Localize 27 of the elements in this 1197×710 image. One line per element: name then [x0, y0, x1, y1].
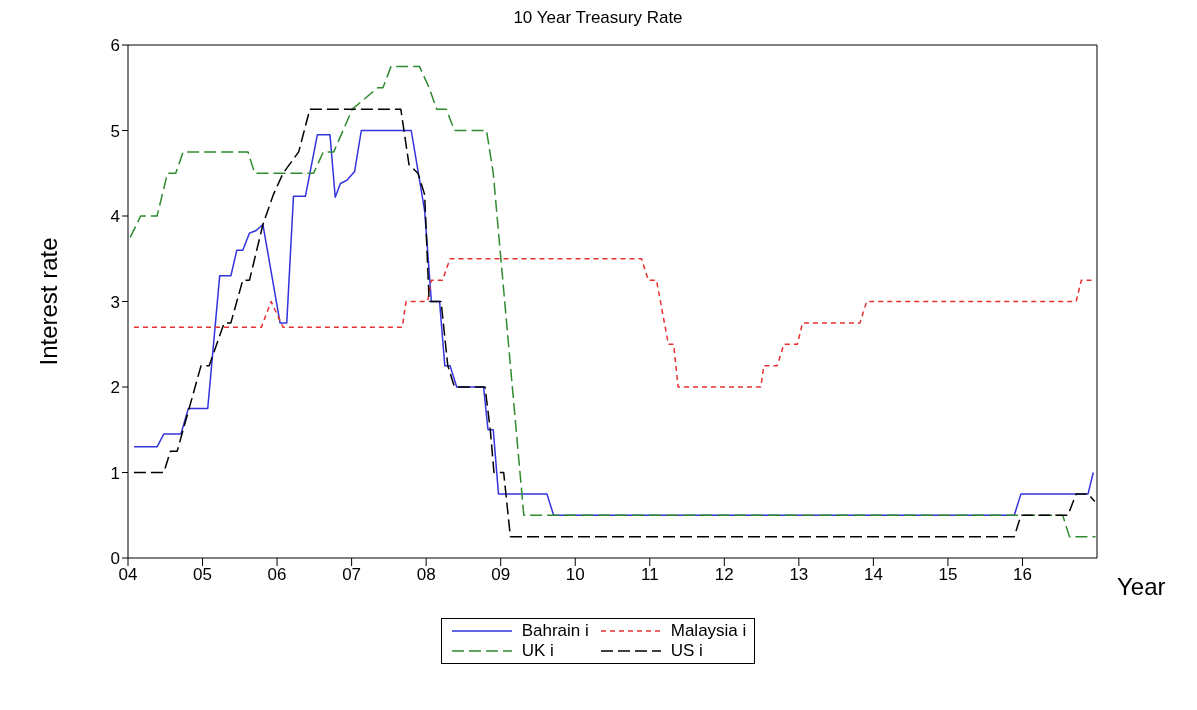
chart-title: 10 Year Treasury Rate — [512, 8, 684, 28]
x-tick-label: 15 — [938, 565, 958, 585]
x-tick-label: 11 — [640, 565, 659, 585]
x-tick-label: 07 — [342, 565, 362, 585]
legend-label: UK i — [521, 641, 554, 661]
x-tick-label: 12 — [714, 565, 734, 585]
legend-label: Bahrain i — [521, 621, 589, 641]
y-tick-label: 0 — [110, 549, 120, 569]
y-tick-label: 1 — [110, 463, 120, 483]
x-tick-label: 05 — [193, 565, 212, 585]
y-tick-label: 6 — [110, 36, 120, 56]
y-axis-title: Interest rate — [34, 237, 62, 366]
legend-label: Malaysia i — [670, 621, 747, 641]
x-tick-label: 14 — [863, 565, 883, 585]
x-tick-label: 08 — [416, 565, 436, 585]
y-tick-label: 4 — [110, 207, 120, 227]
x-tick-label: 10 — [565, 565, 585, 585]
x-tick-label: 09 — [491, 565, 511, 585]
y-tick-label: 3 — [110, 292, 120, 312]
x-tick-label: 04 — [118, 565, 138, 585]
x-tick-label: 13 — [789, 565, 809, 585]
y-tick-label: 5 — [110, 121, 120, 141]
x-axis-title: Year — [1117, 572, 1166, 600]
x-tick-label: 06 — [267, 565, 287, 585]
legend-label: US i — [670, 641, 703, 661]
y-tick-label: 2 — [110, 378, 120, 398]
x-tick-label: 16 — [1013, 565, 1032, 585]
